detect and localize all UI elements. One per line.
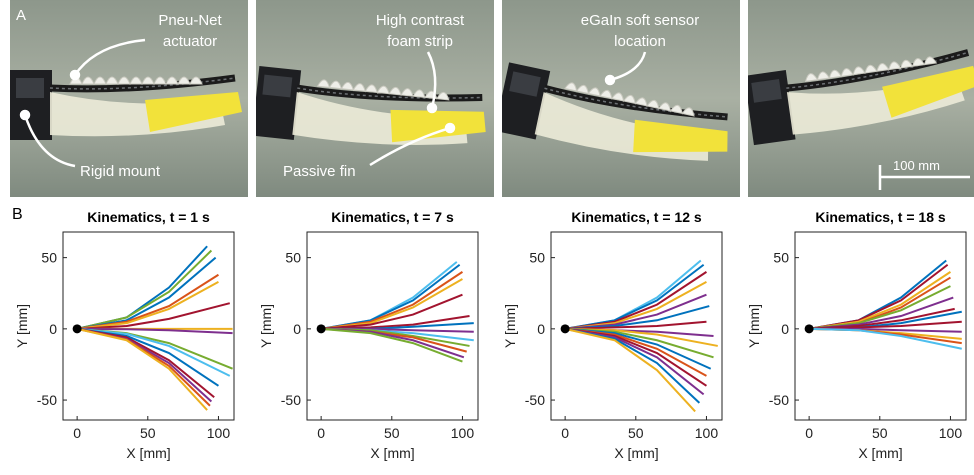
origin-marker: [804, 324, 814, 334]
trajectory: [76, 327, 208, 411]
panel-label: A: [16, 7, 26, 24]
x-axis-label: X [mm]: [858, 445, 902, 461]
x-tick-label: 100: [451, 425, 475, 441]
y-tick-label: 50: [41, 250, 57, 266]
callouts: [19, 38, 970, 190]
y-tick-label: 0: [537, 321, 545, 337]
x-tick-label: 100: [939, 425, 963, 441]
y-tick-label: -50: [281, 392, 301, 408]
trajectory: [321, 293, 463, 330]
origin-marker: [72, 324, 82, 334]
y-tick-label: -50: [769, 392, 789, 408]
x-tick-label: 100: [695, 425, 719, 441]
x-axis-label: X [mm]: [614, 445, 658, 461]
annotation: Pneu-Net actuator: [158, 12, 222, 50]
y-tick-label: 0: [781, 321, 789, 337]
trajectory: [77, 327, 231, 377]
chart-title: Kinematics, t = 7 s: [331, 209, 454, 225]
x-tick-label: 50: [628, 425, 644, 441]
y-tick-label: 50: [773, 250, 789, 266]
x-axis-label: X [mm]: [126, 445, 170, 461]
annotation: High contrast foam strip: [376, 12, 465, 50]
x-tick-label: 100: [207, 425, 231, 441]
panel-label: B: [12, 206, 23, 223]
chart-title: Kinematics, t = 18 s: [815, 209, 946, 225]
scale-bar-label: 100 mm: [893, 158, 940, 173]
x-tick-label: 50: [872, 425, 888, 441]
origin-marker: [316, 324, 326, 334]
x-tick-label: 50: [384, 425, 400, 441]
annotation: Passive fin: [283, 163, 356, 180]
trajectory: [76, 249, 213, 330]
x-tick-label: 0: [317, 425, 325, 441]
annotation: Rigid mount: [80, 163, 161, 180]
x-axis-label: X [mm]: [370, 445, 414, 461]
photo: [256, 0, 494, 197]
x-tick-label: 0: [561, 425, 569, 441]
origin-marker: [560, 324, 570, 334]
y-tick-label: 50: [529, 250, 545, 266]
y-axis-label: Y [mm]: [258, 304, 274, 348]
x-tick-label: 0: [805, 425, 813, 441]
chart-title: Kinematics, t = 1 s: [87, 209, 210, 225]
trajectory: [565, 320, 707, 330]
chart-title: Kinematics, t = 12 s: [571, 209, 702, 225]
y-tick-label: 0: [49, 321, 57, 337]
trajectory: [77, 280, 219, 330]
photo: [502, 0, 740, 197]
y-tick-label: 0: [293, 321, 301, 337]
photo: [10, 0, 248, 197]
trajectory: [809, 327, 962, 350]
annotation: eGaIn soft sensor location: [581, 12, 699, 50]
trajectory: [77, 327, 233, 335]
y-axis-label: Y [mm]: [502, 304, 518, 348]
y-tick-label: 50: [285, 250, 301, 266]
trajectory: [564, 327, 696, 413]
y-tick-label: -50: [525, 392, 545, 408]
x-tick-label: 50: [140, 425, 156, 441]
y-axis-label: Y [mm]: [746, 304, 762, 348]
y-axis-label: Y [mm]: [14, 304, 30, 348]
photo: [748, 0, 974, 197]
x-tick-label: 0: [73, 425, 81, 441]
y-tick-label: -50: [37, 392, 57, 408]
trajectory: [77, 302, 231, 330]
trajectory: [321, 327, 463, 363]
